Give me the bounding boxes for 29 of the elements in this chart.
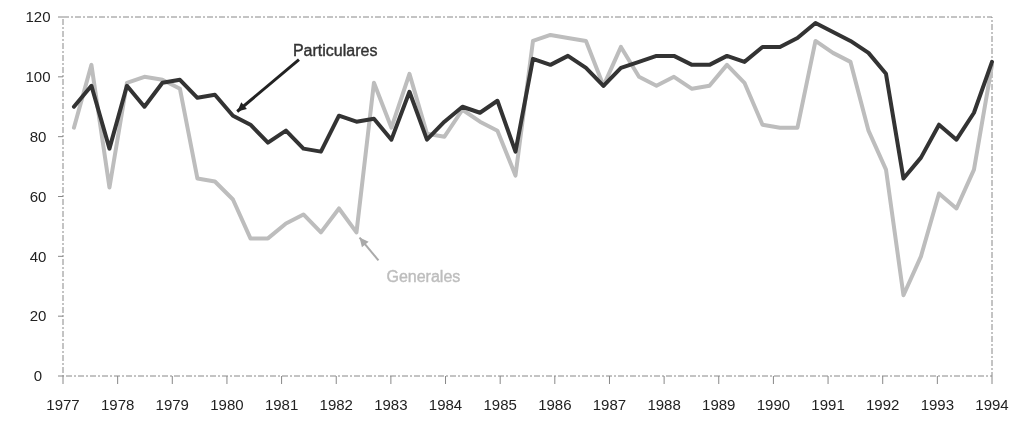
x-tick-label: 1985	[483, 396, 517, 413]
y-tick-label: 20	[29, 307, 47, 325]
x-tick-label: 1984	[428, 396, 463, 413]
x-tick-label: 1990	[756, 396, 791, 413]
x-tick-label: 1980	[210, 396, 244, 413]
line-series	[71, 32, 994, 298]
y-tick-label: 40	[29, 247, 47, 265]
x-tick-label: 1994	[975, 396, 1009, 413]
y-tick-label: 120	[25, 8, 51, 26]
x-tick-label: 1982	[319, 396, 353, 413]
x-tick-label: 1992	[866, 396, 900, 413]
x-tick-label: 1978	[100, 396, 135, 413]
x-tick-label: 1993	[920, 396, 955, 413]
x-tick-label: 1988	[647, 396, 681, 413]
x-tick-label: 1986	[538, 396, 572, 413]
x-tick-label: 1987	[592, 396, 627, 413]
x-tick-label: 1989	[702, 396, 736, 413]
y-tick-label: 100	[25, 68, 51, 86]
x-tick-label: 1981	[264, 396, 299, 413]
x-tick-label: 1979	[155, 396, 189, 413]
text: Particulares	[292, 41, 378, 59]
y-tick-label: 60	[29, 187, 47, 205]
line-series	[71, 20, 994, 181]
text: Generales	[386, 268, 461, 286]
x-tick-label: 1983	[374, 396, 408, 413]
y-tick-label: 0	[33, 367, 43, 385]
y-tick-label: 80	[29, 127, 47, 145]
x-tick-label: 1977	[46, 396, 80, 413]
x-tick-label: 1991	[811, 396, 845, 413]
